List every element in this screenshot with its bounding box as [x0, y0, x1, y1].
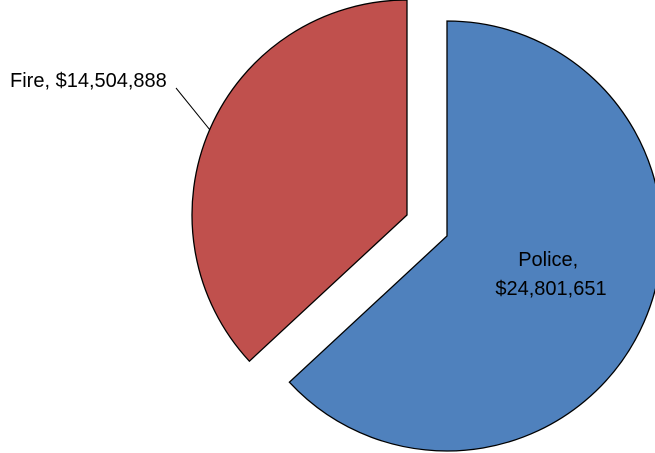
- data-label-police-separator: ,: [573, 249, 579, 271]
- data-label-police-value: $24,801,651: [495, 278, 606, 300]
- data-label-fire-name: Fire: [10, 70, 44, 92]
- data-label-police: Police, $24,801,651: [495, 249, 606, 300]
- data-label-fire-value: $14,504,888: [56, 70, 167, 92]
- pie-slice-police: [288, 20, 655, 452]
- data-label-police-name: Police: [518, 249, 572, 271]
- data-label-fire-separator: ,: [44, 70, 55, 92]
- pie-slice-fire: [191, 0, 408, 363]
- data-label-fire: Fire, $14,504,888: [10, 70, 167, 92]
- leader-line-fire: [175, 87, 211, 131]
